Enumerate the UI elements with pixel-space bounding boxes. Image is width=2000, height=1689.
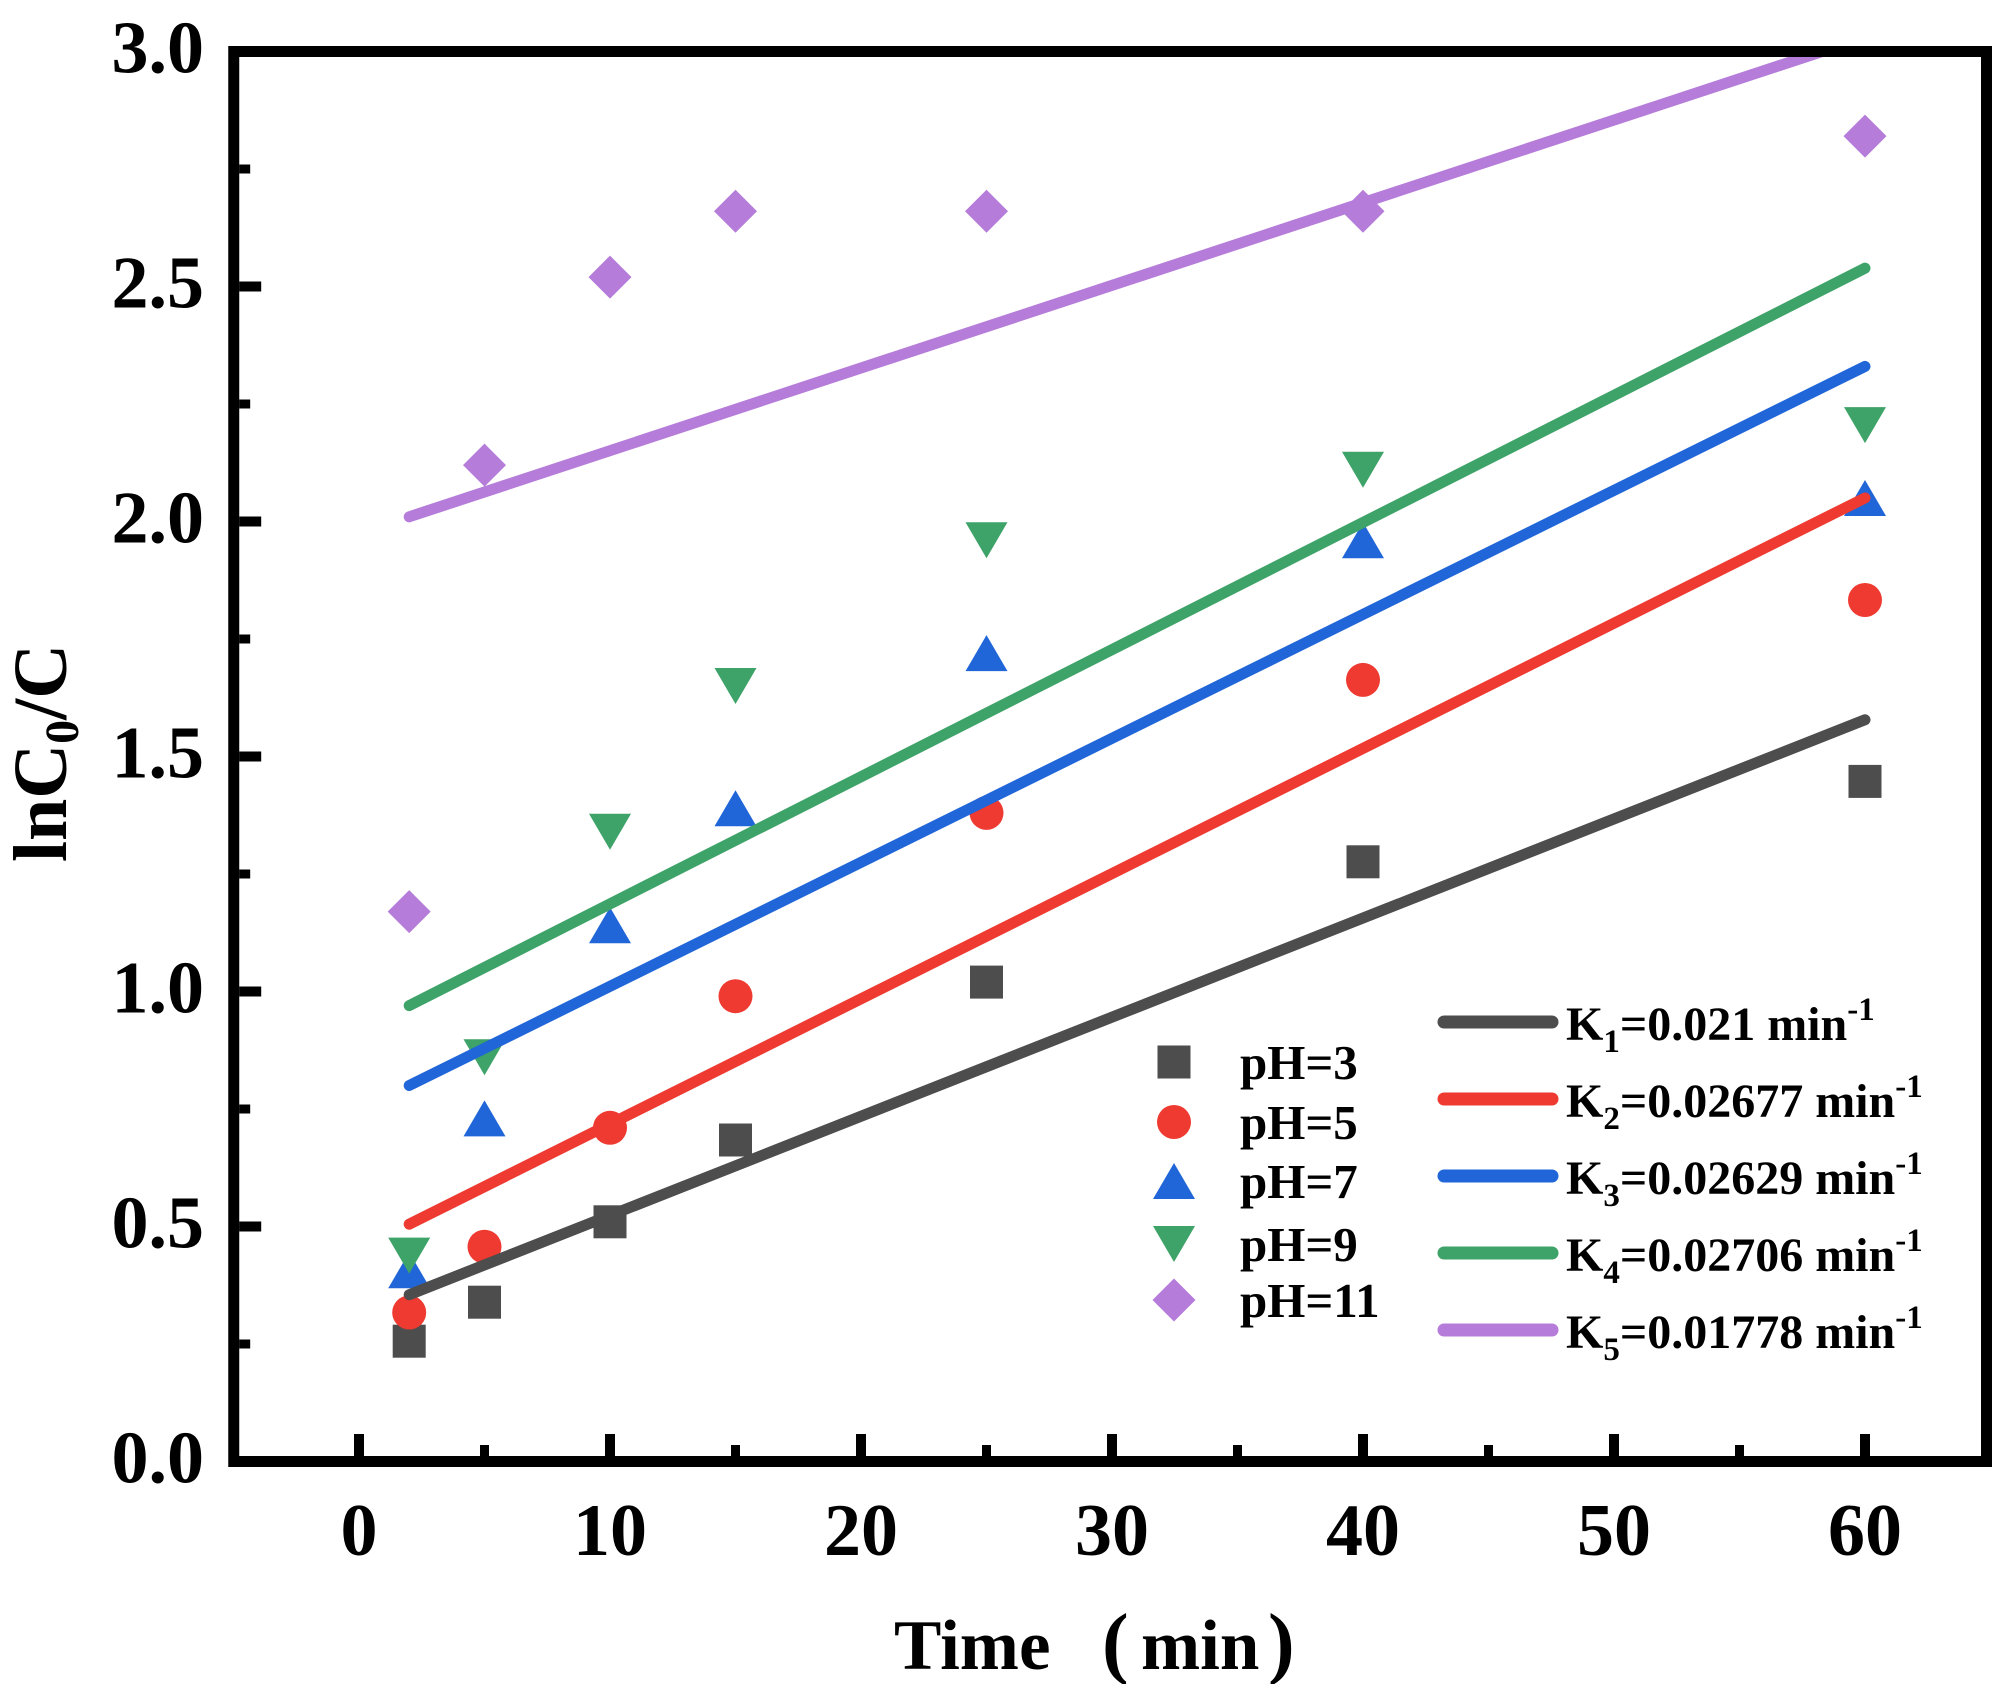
- svg-text:0.0: 0.0: [112, 1418, 205, 1500]
- svg-text:3.0: 3.0: [112, 8, 205, 90]
- svg-text:0: 0: [341, 1490, 378, 1572]
- svg-text:(: (: [1102, 1599, 1129, 1684]
- svg-text:min: min: [1141, 1607, 1259, 1684]
- svg-text:K5=0.01778 min-1: K5=0.01778 min-1: [1566, 1300, 1923, 1368]
- svg-text:K4=0.02706 min-1: K4=0.02706 min-1: [1566, 1223, 1923, 1291]
- svg-text:K2=0.02677 min-1: K2=0.02677 min-1: [1566, 1069, 1923, 1137]
- svg-text:10: 10: [573, 1490, 647, 1572]
- svg-text:Time: Time: [894, 1607, 1050, 1684]
- svg-text:1.0: 1.0: [112, 948, 205, 1030]
- svg-text:1.5: 1.5: [112, 713, 205, 795]
- svg-text:lnC0/C: lnC0/C: [0, 644, 89, 862]
- svg-text:pH=7: pH=7: [1240, 1154, 1358, 1209]
- svg-text:K1=0.021 min-1: K1=0.021 min-1: [1566, 992, 1875, 1060]
- svg-text:): ): [1268, 1599, 1295, 1684]
- svg-text:30: 30: [1075, 1490, 1149, 1572]
- svg-text:60: 60: [1828, 1490, 1902, 1572]
- svg-text:20: 20: [824, 1490, 898, 1572]
- svg-text:pH=11: pH=11: [1240, 1273, 1380, 1328]
- svg-text:2.0: 2.0: [112, 478, 205, 560]
- svg-text:40: 40: [1326, 1490, 1400, 1572]
- svg-text:0.5: 0.5: [112, 1183, 205, 1265]
- svg-text:2.5: 2.5: [112, 243, 205, 325]
- svg-text:K3=0.02629 min-1: K3=0.02629 min-1: [1566, 1146, 1923, 1214]
- svg-text:pH=3: pH=3: [1240, 1035, 1358, 1090]
- svg-text:50: 50: [1577, 1490, 1651, 1572]
- svg-text:pH=9: pH=9: [1240, 1217, 1358, 1272]
- svg-text:pH=5: pH=5: [1240, 1095, 1358, 1150]
